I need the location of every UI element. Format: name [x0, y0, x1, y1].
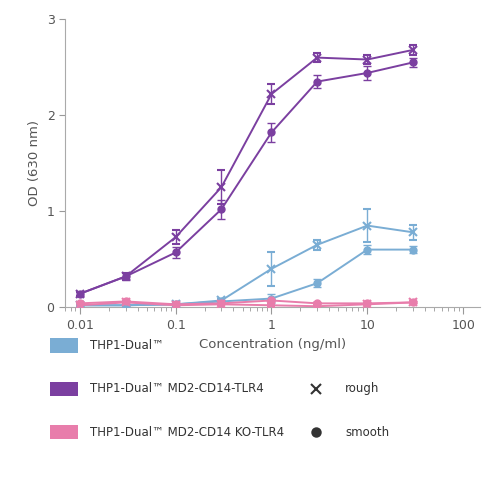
Text: smooth: smooth [345, 425, 389, 439]
Text: THP1-Dual™: THP1-Dual™ [90, 339, 164, 352]
Y-axis label: OD (630 nm): OD (630 nm) [28, 120, 41, 206]
Text: THP1-Dual™ MD2-CD14 KO-TLR4: THP1-Dual™ MD2-CD14 KO-TLR4 [90, 425, 284, 439]
Text: THP1-Dual™ MD2-CD14-TLR4: THP1-Dual™ MD2-CD14-TLR4 [90, 382, 264, 396]
X-axis label: Concentration (ng/ml): Concentration (ng/ml) [199, 337, 346, 350]
Text: rough: rough [345, 382, 380, 396]
